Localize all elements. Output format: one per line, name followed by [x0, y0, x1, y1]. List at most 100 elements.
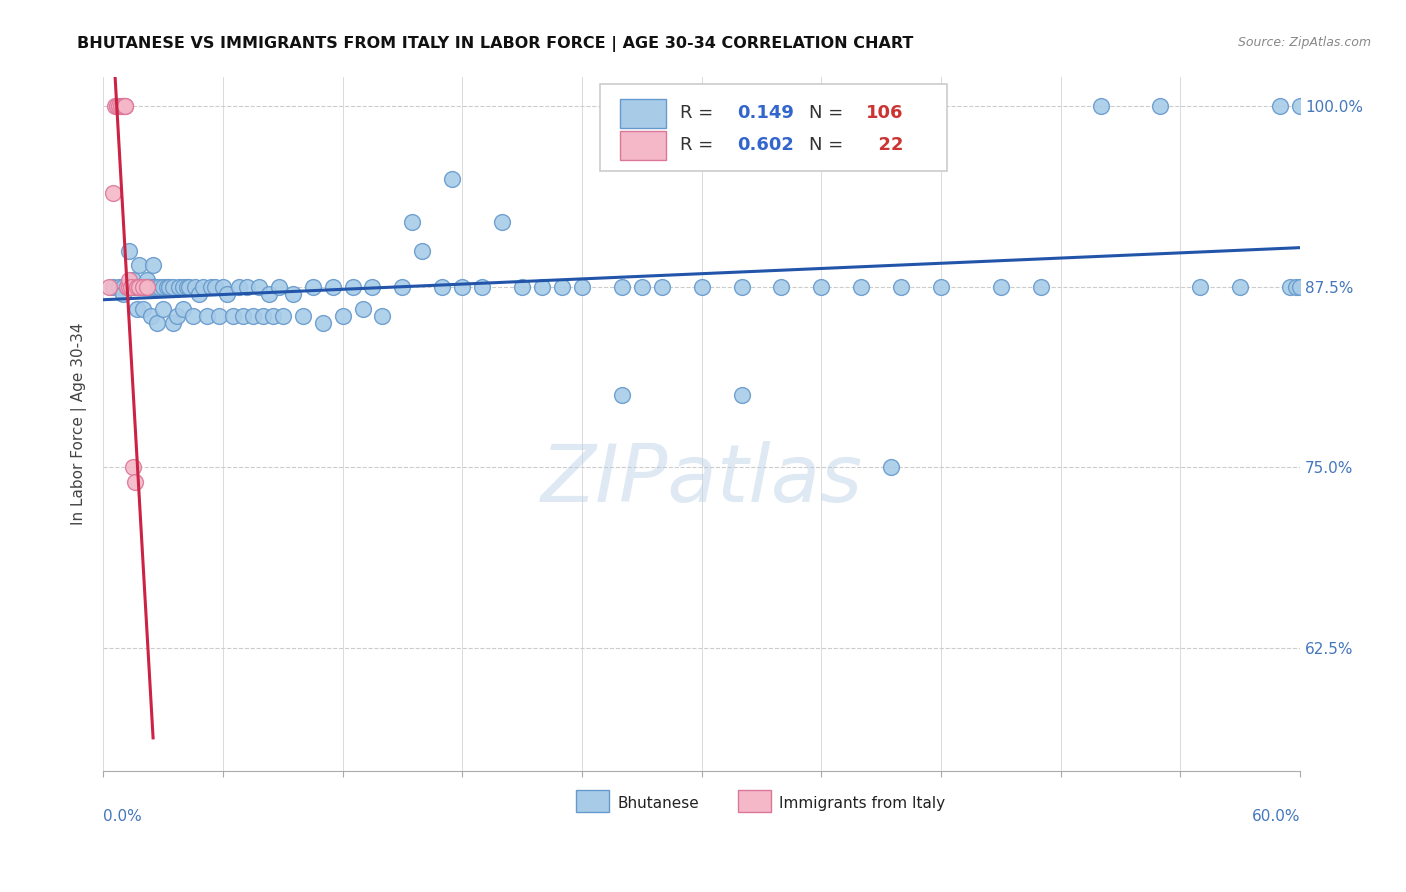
Point	[531, 280, 554, 294]
Point	[136, 280, 159, 294]
Point	[132, 280, 155, 294]
Point	[1289, 99, 1312, 113]
Point	[167, 280, 190, 294]
Point	[181, 309, 204, 323]
Point	[1029, 280, 1052, 294]
Point	[1149, 99, 1171, 113]
Point	[152, 280, 174, 294]
Point	[257, 287, 280, 301]
Text: 0.149: 0.149	[738, 104, 794, 122]
Point	[108, 280, 131, 294]
Point	[156, 280, 179, 294]
Point	[120, 280, 142, 294]
Point	[770, 280, 793, 294]
Text: 106: 106	[866, 104, 903, 122]
Point	[124, 475, 146, 489]
Text: BHUTANESE VS IMMIGRANTS FROM ITALY IN LABOR FORCE | AGE 30-34 CORRELATION CHART: BHUTANESE VS IMMIGRANTS FROM ITALY IN LA…	[77, 36, 914, 52]
Point	[132, 301, 155, 316]
Point	[441, 171, 464, 186]
Point	[112, 99, 135, 113]
Point	[281, 287, 304, 301]
Point	[176, 280, 198, 294]
Point	[128, 258, 150, 272]
Point	[471, 280, 494, 294]
Text: 22: 22	[866, 136, 903, 154]
Point	[124, 280, 146, 294]
Point	[610, 388, 633, 402]
Point	[122, 280, 145, 294]
Point	[432, 280, 454, 294]
Point	[271, 309, 294, 323]
Point	[146, 316, 169, 330]
Point	[142, 280, 165, 294]
Point	[162, 316, 184, 330]
Point	[142, 258, 165, 272]
Point	[114, 99, 136, 113]
Point	[132, 280, 155, 294]
Point	[810, 280, 832, 294]
Point	[651, 280, 673, 294]
Point	[114, 99, 136, 113]
Y-axis label: In Labor Force | Age 30-34: In Labor Force | Age 30-34	[72, 323, 87, 525]
Point	[138, 280, 160, 294]
Point	[204, 280, 226, 294]
Point	[195, 309, 218, 323]
Point	[1268, 99, 1291, 113]
Point	[690, 280, 713, 294]
FancyBboxPatch shape	[576, 790, 609, 813]
Point	[361, 280, 384, 294]
Point	[136, 272, 159, 286]
Point	[332, 309, 354, 323]
Point	[191, 280, 214, 294]
Point	[127, 301, 149, 316]
Point	[98, 280, 121, 294]
Point	[115, 280, 138, 294]
Point	[152, 301, 174, 316]
Point	[177, 280, 200, 294]
Point	[118, 244, 141, 258]
Text: N =: N =	[810, 104, 844, 122]
Point	[352, 301, 374, 316]
Point	[1189, 280, 1212, 294]
Point	[136, 280, 159, 294]
Point	[1279, 280, 1302, 294]
Point	[252, 309, 274, 323]
Point	[105, 99, 128, 113]
Text: ZIPatlas: ZIPatlas	[540, 441, 863, 518]
Point	[188, 287, 211, 301]
Text: Source: ZipAtlas.com: Source: ZipAtlas.com	[1237, 36, 1371, 49]
Point	[118, 272, 141, 286]
Point	[118, 280, 141, 294]
Point	[139, 309, 162, 323]
Point	[990, 280, 1012, 294]
Point	[510, 280, 533, 294]
Point	[129, 280, 152, 294]
Point	[267, 280, 290, 294]
Point	[232, 309, 254, 323]
Text: 0.602: 0.602	[738, 136, 794, 154]
Point	[610, 280, 633, 294]
Point	[228, 280, 250, 294]
Point	[122, 460, 145, 475]
Text: Bhutanese: Bhutanese	[617, 796, 700, 811]
Point	[391, 280, 413, 294]
Point	[208, 309, 231, 323]
Point	[451, 280, 474, 294]
Point	[322, 280, 344, 294]
Point	[112, 280, 135, 294]
Point	[301, 280, 323, 294]
Point	[401, 215, 423, 229]
Point	[128, 280, 150, 294]
Point	[172, 301, 194, 316]
Point	[122, 272, 145, 286]
Point	[112, 287, 135, 301]
Text: Immigrants from Italy: Immigrants from Italy	[779, 796, 945, 811]
Point	[128, 280, 150, 294]
FancyBboxPatch shape	[738, 790, 770, 813]
Text: 60.0%: 60.0%	[1251, 809, 1301, 824]
Point	[215, 287, 238, 301]
Point	[851, 280, 873, 294]
Point	[200, 280, 222, 294]
Point	[103, 280, 125, 294]
Point	[491, 215, 513, 229]
